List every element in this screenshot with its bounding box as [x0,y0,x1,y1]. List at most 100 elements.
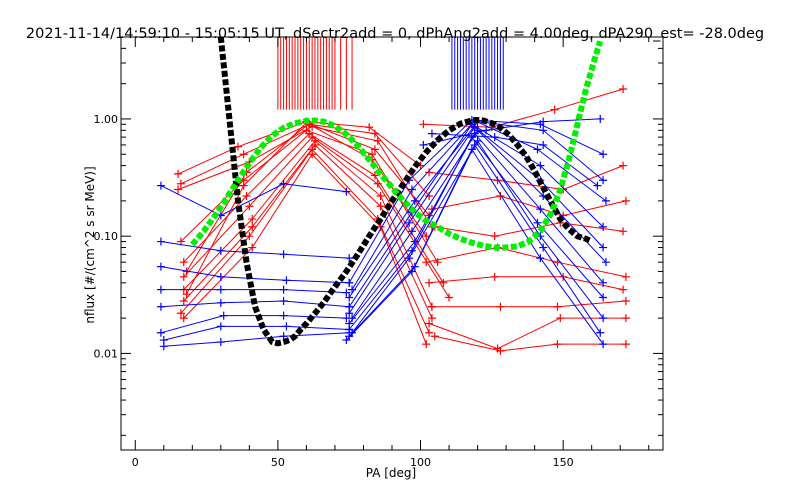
blue-data-point [279,311,288,320]
red-data-point [427,205,436,214]
red-data-point [245,232,254,241]
blue-series-line [351,139,604,334]
blue-data-point [407,227,416,236]
blue-data-point [599,278,608,287]
red-data-point [376,192,385,201]
blue-data-point [345,293,354,302]
red-series-line [177,126,433,228]
red-data-point [248,243,257,252]
blue-data-point [156,262,165,271]
blue-data-point [539,243,548,252]
blue-data-point [282,276,291,285]
x-tick-label: 100 [410,456,431,469]
blue-data-point [427,129,436,138]
red-data-point [248,222,257,231]
blue-data-point [536,254,545,263]
blue-data-point [599,150,608,159]
chart-title: 2021-11-14/14:59:10 - 15:05:15 UT, dSect… [26,26,764,42]
red-data-point [425,328,434,337]
red-data-point [496,192,505,201]
blue-data-point [467,133,476,142]
red-data-point [179,296,188,305]
blue-series-line [160,241,350,259]
red-series-line [431,300,626,308]
red-series-line [434,335,626,352]
red-data-point [619,85,628,94]
series-layer [156,85,630,355]
y-axis-title: nflux [#/(cm^2 s sr MeV)] [83,166,97,323]
blue-data-point [348,314,357,323]
red-series-line [434,222,624,237]
blue-data-point [216,298,225,307]
blue-data-point [593,181,602,190]
y-tick-label: 0.10 [94,230,119,243]
red-series-line [428,317,626,350]
blue-data-point [216,322,225,331]
blue-data-point [533,145,542,154]
blue-data-point [279,296,288,305]
red-data-point [425,319,434,328]
red-data-point [176,309,185,318]
blue-series-line [163,332,350,347]
blue-data-point [482,126,491,135]
red-data-point [376,202,385,211]
blue-series-line [160,289,347,294]
blue-data-point [536,205,545,214]
blue-data-point [345,254,354,263]
blue-data-point [279,285,288,294]
red-data-point [427,314,436,323]
x-axis-title: PA [deg] [366,466,416,480]
red-data-point [427,302,436,311]
red-data-point [493,176,502,185]
blue-data-point [216,285,225,294]
blue-series-line [423,118,601,146]
red-data-point [621,340,630,349]
blue-data-point [342,187,351,196]
blue-data-point [405,218,414,227]
blue-data-point [342,288,351,297]
blue-data-point [419,140,428,149]
red-data-point [370,145,379,154]
blue-data-point [599,340,608,349]
red-data-point [496,302,505,311]
red-data-point [621,272,630,281]
red-data-point [425,278,434,287]
red-series-line [180,148,430,334]
axis-layer: 0 50 100 150 0.01 0.10 1.00 [94,36,663,469]
red-data-point [619,161,628,170]
red-series-line [429,276,624,291]
blue-data-point [345,309,354,318]
blue-series-line [163,325,350,341]
red-series-line [431,195,627,217]
blue-data-point [539,140,548,149]
blue-data-point [467,145,476,154]
red-series-line [183,136,450,298]
blue-data-point [282,322,291,331]
red-data-point [419,120,428,129]
blue-data-point [407,185,416,194]
blue-data-point [599,293,608,302]
blue-data-point [156,181,165,190]
blue-data-point [536,161,545,170]
red-data-point [439,278,448,287]
red-data-point [182,290,191,299]
blue-data-point [342,336,351,345]
blue-data-point [279,250,288,259]
red-data-point [248,215,257,224]
blue-data-point [156,237,165,246]
blue-data-point [599,314,608,323]
blue-data-point [159,342,168,351]
blue-data-point [539,117,548,126]
blue-data-point [216,272,225,281]
blue-data-point [599,176,608,185]
blue-data-point [596,328,605,337]
blue-data-point [601,196,610,205]
red-data-point [174,169,183,178]
red-data-point [556,314,565,323]
x-tick-label: 150 [553,456,574,469]
blue-data-point [405,254,414,263]
red-data-point [550,105,559,114]
blue-data-point [156,302,165,311]
red-data-point [553,302,562,311]
